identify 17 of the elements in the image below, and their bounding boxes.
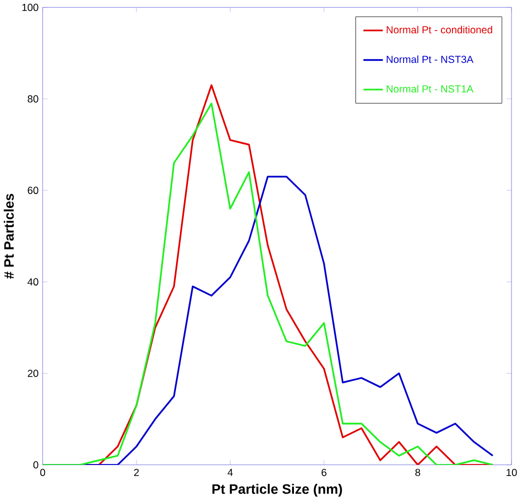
y-axis-title: # Pt Particles — [4, 194, 14, 279]
y-tick-label: 60 — [28, 186, 38, 194]
y-tick-label: 100 — [22, 4, 38, 11]
legend-label: Normal Pt - conditioned — [386, 26, 492, 34]
y-tick-label: 0 — [33, 461, 38, 468]
y-tick-label: 20 — [28, 370, 38, 377]
legend-label: Normal Pt - NST3A — [386, 55, 474, 63]
x-tick-label: 10 — [506, 468, 517, 476]
x-tick-label: 6 — [322, 468, 326, 476]
x-tick-label: 2 — [134, 468, 139, 476]
x-tick-label: 0 — [40, 468, 46, 476]
legend-label: Normal Pt - NST1A — [386, 84, 474, 92]
x-tick-label: 4 — [228, 468, 233, 476]
x-axis-title: Pt Particle Size (nm) — [212, 484, 342, 496]
y-tick-label: 80 — [28, 95, 38, 102]
x-tick-label: 8 — [415, 468, 420, 476]
y-tick-label: 40 — [28, 278, 38, 286]
